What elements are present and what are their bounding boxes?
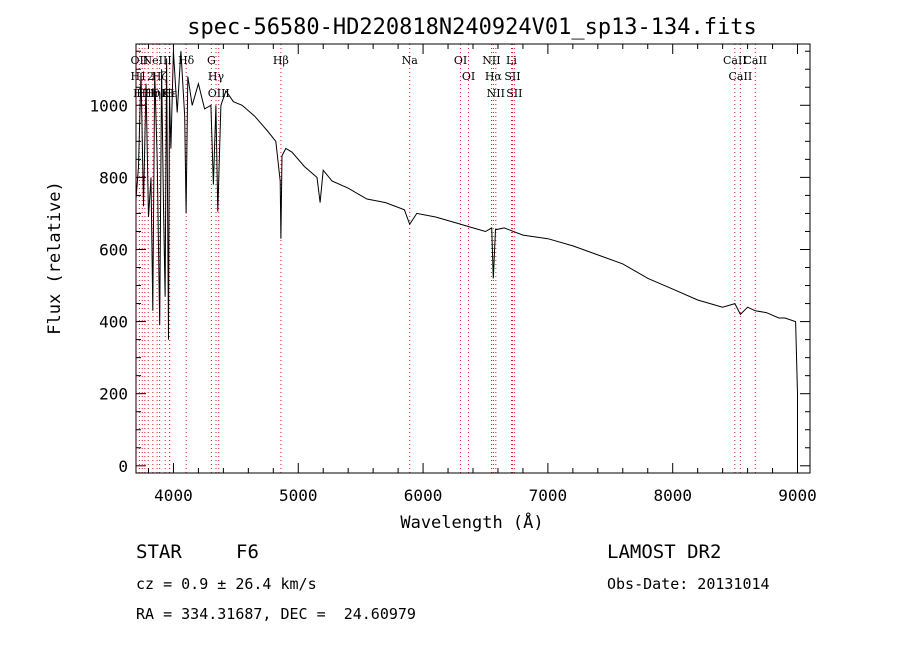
x-axis-ticks: 4000 5000 6000 7000 8000 9000 <box>147 44 817 505</box>
x-tick-label: 6000 <box>404 486 443 505</box>
spectral-line-label: NII <box>482 54 500 67</box>
spectral-line-label: Hα <box>485 70 503 83</box>
spectral-line-label: Na <box>402 54 419 67</box>
y-axis-ticks: 0 200 400 600 800 1000 <box>89 50 810 476</box>
spectral-line-label: CaII <box>723 54 747 67</box>
obs-date-text: Obs-Date: 20131014 <box>607 575 770 593</box>
spectral-line-label: H <box>165 87 175 100</box>
spectral-line-label: OII <box>131 54 149 67</box>
spectrum-series-line <box>135 51 798 466</box>
y-tick-label: 600 <box>99 240 128 259</box>
object-class-label: STAR <box>136 541 182 563</box>
y-tick-label: 1000 <box>89 96 128 115</box>
y-tick-label: 200 <box>99 385 128 404</box>
spectral-line-label: H11 <box>133 87 157 100</box>
spectral-line-label: NII <box>487 87 505 100</box>
x-tick-label: 8000 <box>653 486 692 505</box>
spectral-line-label: Hβ <box>273 54 289 67</box>
y-tick-label: 800 <box>99 168 128 187</box>
survey-label: LAMOST DR2 <box>607 541 722 563</box>
coordinates-text: RA = 334.31687, DEC = 24.60979 <box>136 605 416 623</box>
spectral-line-label: OIII <box>208 87 230 100</box>
x-tick-label: 4000 <box>154 486 193 505</box>
y-tick-label: 400 <box>99 313 128 332</box>
spectral-line-label: SII <box>504 70 520 83</box>
spectral-line-label: G <box>207 54 216 67</box>
spectral-line-markers <box>138 44 756 473</box>
plot-frame <box>135 43 811 474</box>
x-tick-label: 9000 <box>778 486 817 505</box>
spectral-line-label: OI <box>462 70 475 83</box>
spectral-line-label: CaII <box>729 70 753 83</box>
object-subclass-label: F6 <box>236 541 259 563</box>
spectral-line-label: CaII <box>743 54 767 67</box>
y-axis-label: Flux (relative) <box>45 181 65 335</box>
spectral-line-label: Hζ <box>152 70 168 83</box>
x-tick-label: 5000 <box>279 486 318 505</box>
spectral-line-label: NeIII <box>143 54 172 67</box>
y-tick-label: 0 <box>118 457 128 476</box>
spectral-line-label: SII <box>506 87 522 100</box>
redshift-text: cz = 0.9 ± 26.4 km/s <box>136 575 317 593</box>
x-axis-label: Wavelength (Å) <box>400 511 543 533</box>
x-tick-label: 7000 <box>529 486 568 505</box>
spectral-line-label: Hδ <box>178 54 195 67</box>
spectral-line-label: H12 <box>130 70 154 83</box>
spectral-line-label: K <box>161 87 170 100</box>
spectral-line-label: Hγ <box>208 70 225 83</box>
spectral-line-label: Hη <box>145 87 161 100</box>
spectral-line-label: OI <box>454 54 467 67</box>
spectral-line-label: Li <box>506 54 517 67</box>
chart-title: spec-56580-HD220818N240924V01_sp13-134.f… <box>187 15 757 40</box>
